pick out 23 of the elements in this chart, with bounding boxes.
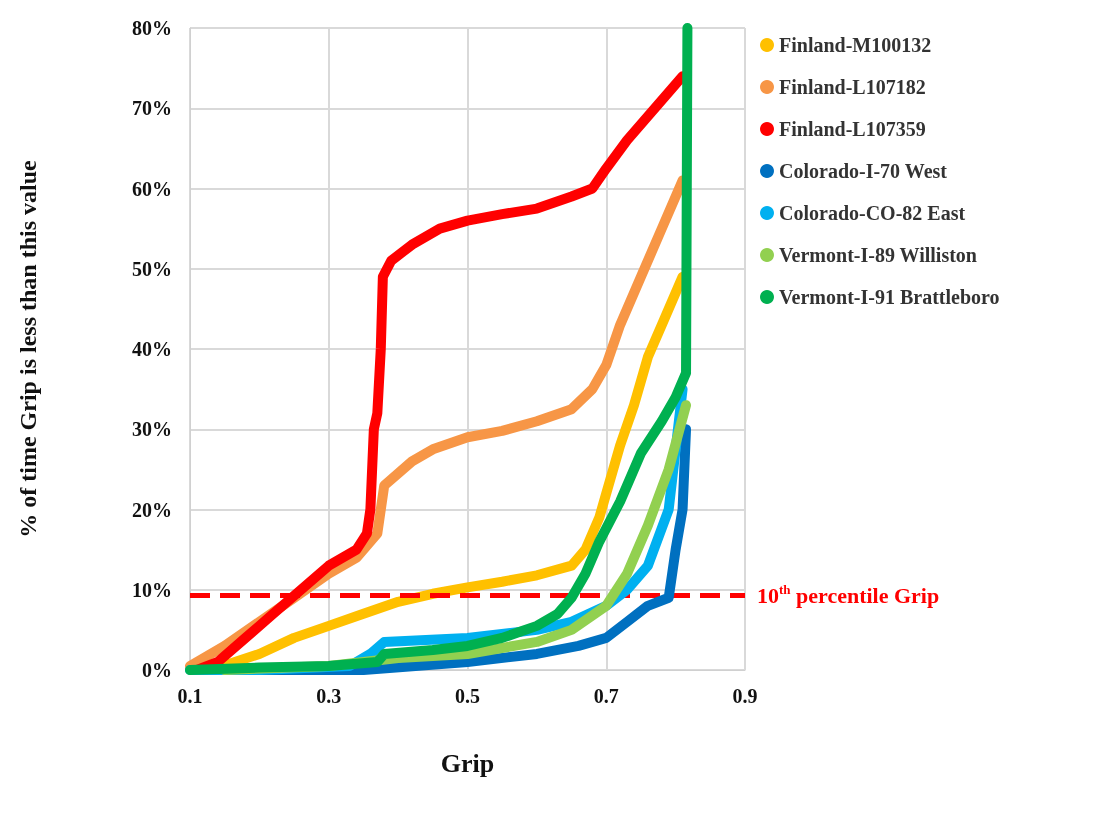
y-tick-label: 0% [142,659,172,681]
y-tick-label: 80% [132,17,172,39]
y-tick-label: 50% [132,257,172,280]
x-tick-label: 0.3 [316,685,342,707]
legend-label: Finland-L107359 [779,118,926,140]
x-tick-label: 0.5 [455,685,480,707]
x-axis-title: Grip [440,748,495,778]
legend-label: Vermont-I-89 Williston [779,244,977,266]
legend-label: Vermont-I-91 Brattleboro [779,286,1000,308]
y-tick-label: 40% [132,338,172,360]
y-axis-title: % of time Grip is less than this value [15,159,41,538]
x-tick-label: 0.7 [593,685,619,707]
legend-label: Colorado-CO-82 East [779,202,966,224]
y-tick-label: 30% [132,418,172,441]
x-tick-label: 0.1 [177,685,203,707]
legend-label: Finland-M100132 [779,34,932,56]
y-tick-label: 20% [132,498,172,521]
x-tick-label: 0.9 [732,685,758,707]
legend-label: Finland-L107182 [779,76,926,98]
y-tick-label: 70% [132,97,172,120]
y-tick-label: 60% [132,177,172,200]
y-tick-label: 10% [132,578,172,601]
legend-label: Colorado-I-70 West [779,160,948,182]
